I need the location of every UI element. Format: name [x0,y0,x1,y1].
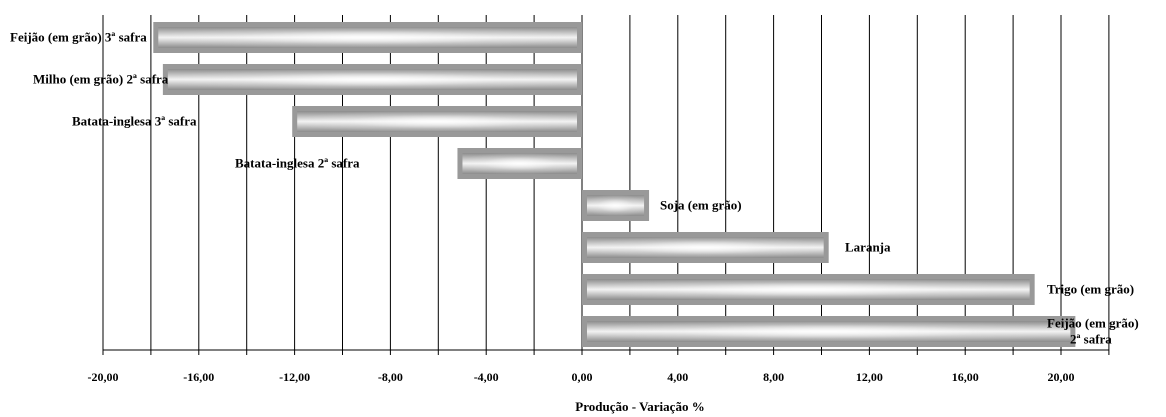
x-tick-label: -20,00 [88,370,119,384]
x-tick-label: 16,00 [952,370,979,384]
x-tick-label: 12,00 [856,370,883,384]
category-label: Feijão (em grão) 3ª safra [10,30,147,45]
bar-glow [587,321,1071,342]
category-label: Milho (em grão) 2ª safra [33,72,169,87]
category-label: Soja (em grão) [660,198,742,213]
bar-glow [167,69,577,90]
category-labels: Feijão (em grão) 3ª safra Milho (em grão)… [10,30,1139,347]
x-axis-label: Produção - Variação % [575,399,704,414]
x-tick-label: -12,00 [279,370,310,384]
category-label: Feijão (em grão) 2ª safra [1047,316,1139,347]
category-label: Batata-inglesa 3ª safra [72,114,197,129]
x-tick-label: 8,00 [763,370,784,384]
bar-glow [462,153,577,174]
bar-glow [587,195,645,216]
x-tick-label: 20,00 [1048,370,1075,384]
bars [153,22,1076,347]
x-tick-label: -8,00 [378,370,403,384]
bar-glow [587,279,1030,300]
x-tick-label: 4,00 [667,370,688,384]
category-label: Laranja [845,240,891,255]
category-label: Batata-inglesa 2ª safra [235,156,360,171]
x-tick-label: -16,00 [183,370,214,384]
x-tick-label: -4,00 [474,370,499,384]
bar-glow [587,237,824,258]
bar-glow [297,111,577,132]
category-label: Trigo (em grão) [1047,282,1134,297]
bar-glow [158,27,578,48]
x-tick-label: 0,00 [572,370,593,384]
x-axis: -20,00 -16,00 -12,00 -8,00 -4,00 0,00 4,00 8,00… [88,349,1110,384]
